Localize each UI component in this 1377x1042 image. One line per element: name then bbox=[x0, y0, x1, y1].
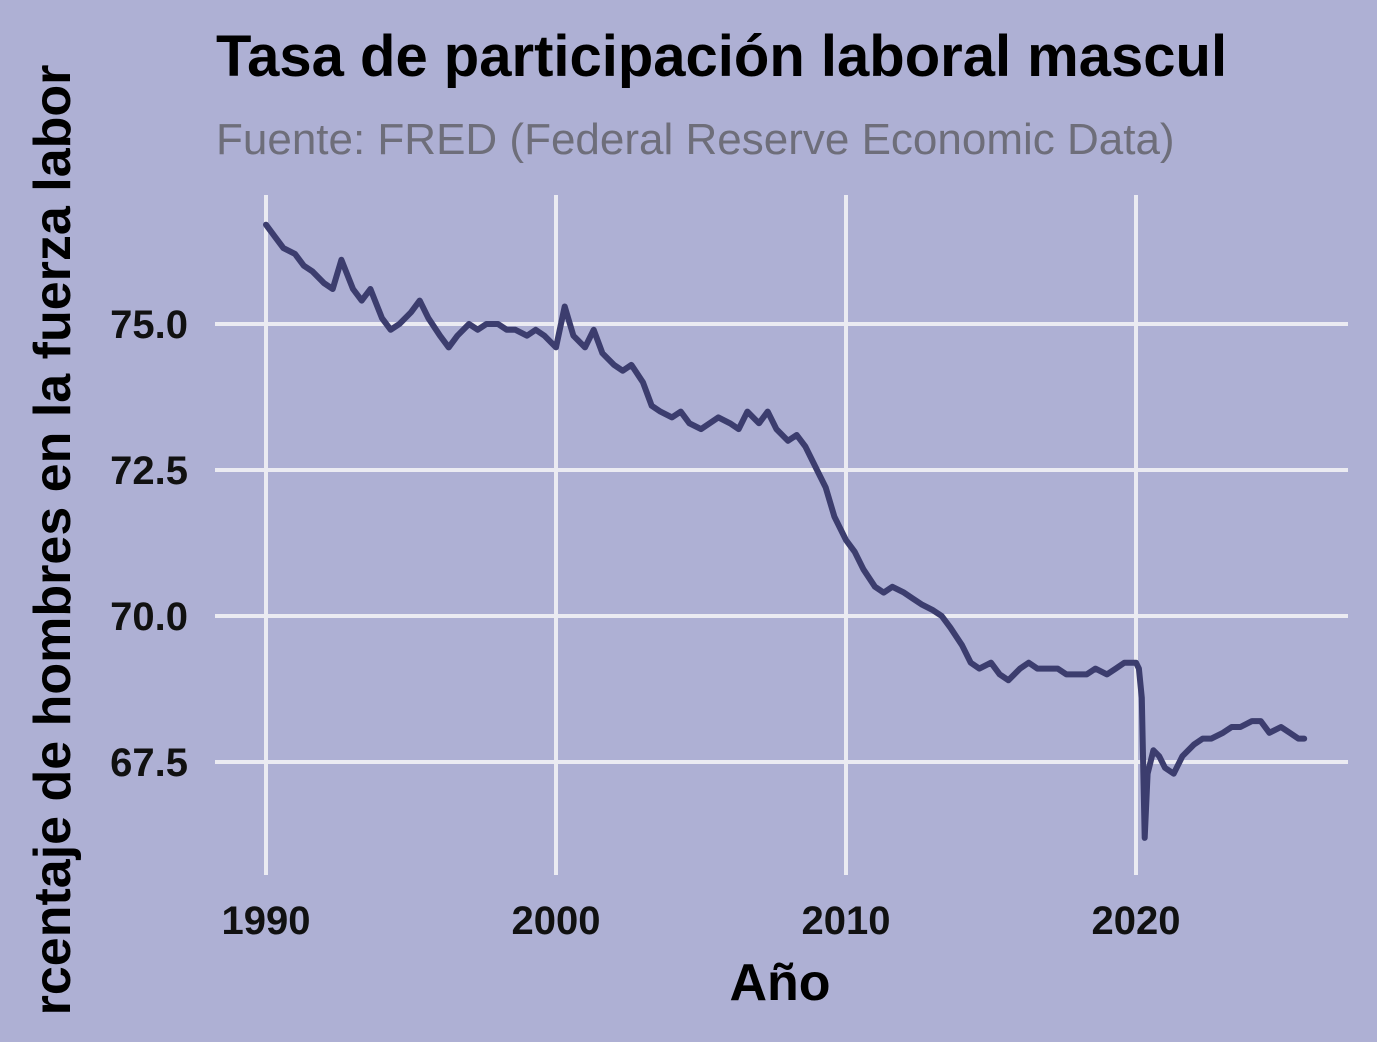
x-tick-label: 2010 bbox=[802, 899, 891, 943]
x-axis-title: Año bbox=[729, 954, 830, 1012]
chart-title: Tasa de participación laboral mascul bbox=[216, 24, 1227, 89]
y-tick-label: 75.0 bbox=[110, 303, 188, 347]
x-tick-labels: 1990 2000 2010 2020 bbox=[222, 899, 1181, 943]
chart-subtitle: Fuente: FRED (Federal Reserve Economic D… bbox=[216, 115, 1175, 164]
y-tick-label: 72.5 bbox=[110, 449, 188, 493]
y-tick-labels: 67.5 70.0 72.5 75.0 bbox=[110, 303, 188, 785]
y-axis-title: rcentaje de hombres en la fuerza labor bbox=[24, 65, 82, 1016]
y-tick-label: 67.5 bbox=[110, 741, 188, 785]
x-tick-label: 2000 bbox=[512, 899, 601, 943]
series-line bbox=[263, 221, 1308, 841]
grid bbox=[215, 195, 1348, 875]
x-tick-label: 2020 bbox=[1092, 899, 1181, 943]
x-tick-label: 1990 bbox=[222, 899, 311, 943]
y-tick-label: 70.0 bbox=[110, 595, 188, 639]
